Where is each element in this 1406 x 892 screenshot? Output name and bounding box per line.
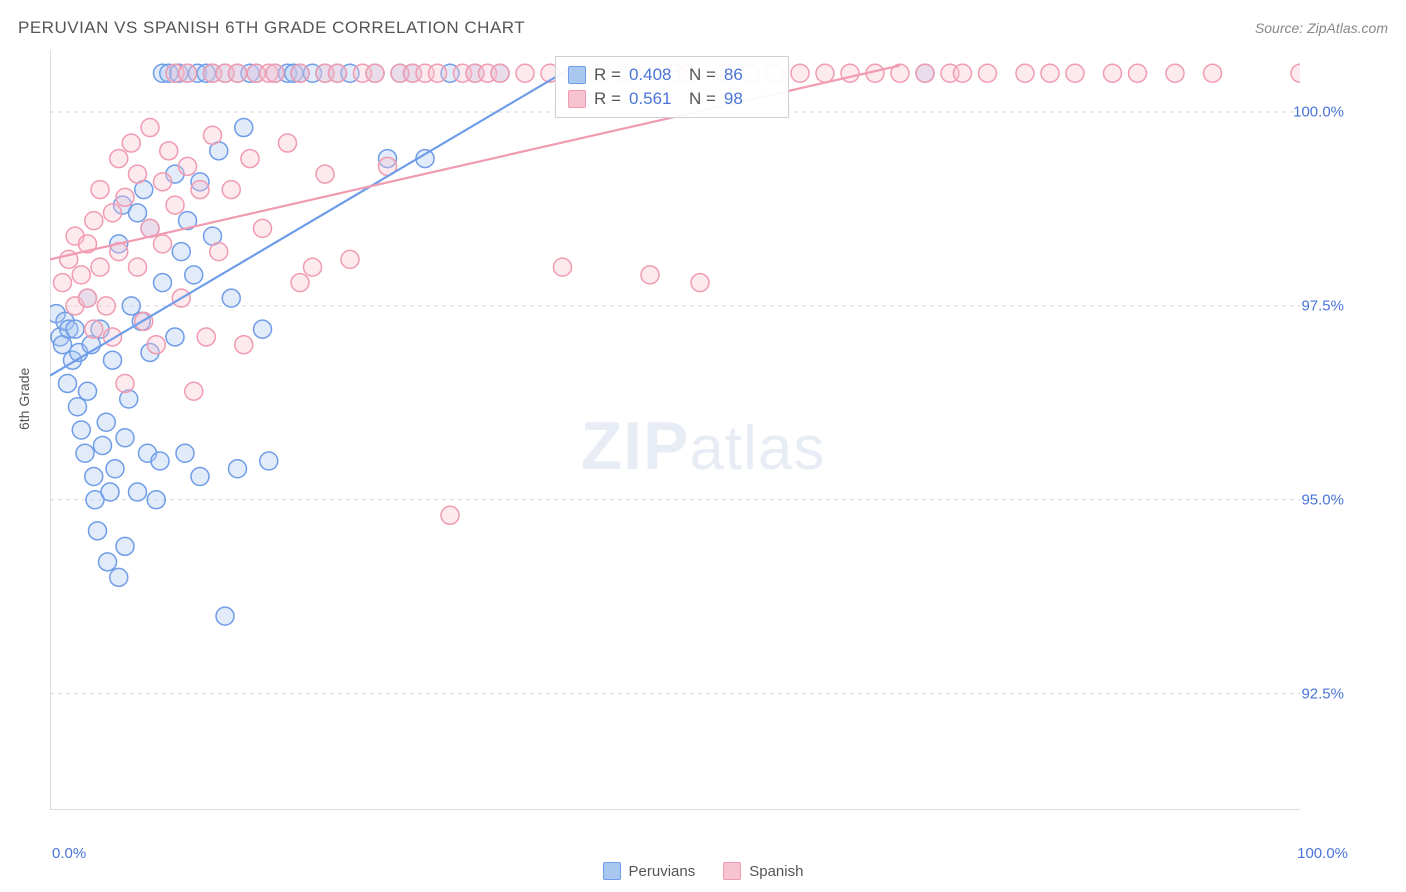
legend-item-peruvians: Peruvians — [603, 862, 696, 880]
r-prefix: R = — [594, 65, 621, 85]
stats-row-spanish: R = 0.561 N = 98 — [568, 87, 776, 111]
y-tick-label: 100.0% — [1293, 104, 1344, 121]
legend-label-spanish: Spanish — [749, 863, 803, 880]
x-axis-min-label: 0.0% — [52, 845, 86, 862]
y-tick-label: 95.0% — [1301, 491, 1344, 508]
legend-swatch-spanish-icon — [723, 862, 741, 880]
source-label: Source: ZipAtlas.com — [1255, 20, 1388, 36]
chart-title: PERUVIAN VS SPANISH 6TH GRADE CORRELATIO… — [18, 18, 525, 38]
n-value-spanish: 98 — [724, 89, 776, 109]
x-axis-max-label: 100.0% — [1297, 845, 1348, 862]
swatch-peruvians-icon — [568, 66, 586, 84]
plot-area — [50, 50, 1300, 810]
y-axis-label: 6th Grade — [16, 368, 32, 430]
y-tick-label: 97.5% — [1301, 297, 1344, 314]
legend-item-spanish: Spanish — [723, 862, 803, 880]
stats-row-peruvians: R = 0.408 N = 86 — [568, 63, 776, 87]
n-prefix: N = — [689, 65, 716, 85]
n-value-peruvians: 86 — [724, 65, 776, 85]
n-prefix: N = — [689, 89, 716, 109]
r-value-spanish: 0.561 — [629, 89, 681, 109]
r-prefix: R = — [594, 89, 621, 109]
stats-box: R = 0.408 N = 86 R = 0.561 N = 98 — [555, 56, 789, 118]
legend: Peruvians Spanish — [0, 862, 1406, 880]
y-tick-label: 92.5% — [1301, 685, 1344, 702]
legend-label-peruvians: Peruvians — [629, 863, 696, 880]
legend-swatch-peruvians-icon — [603, 862, 621, 880]
swatch-spanish-icon — [568, 90, 586, 108]
r-value-peruvians: 0.408 — [629, 65, 681, 85]
scatter-svg — [50, 50, 1300, 810]
